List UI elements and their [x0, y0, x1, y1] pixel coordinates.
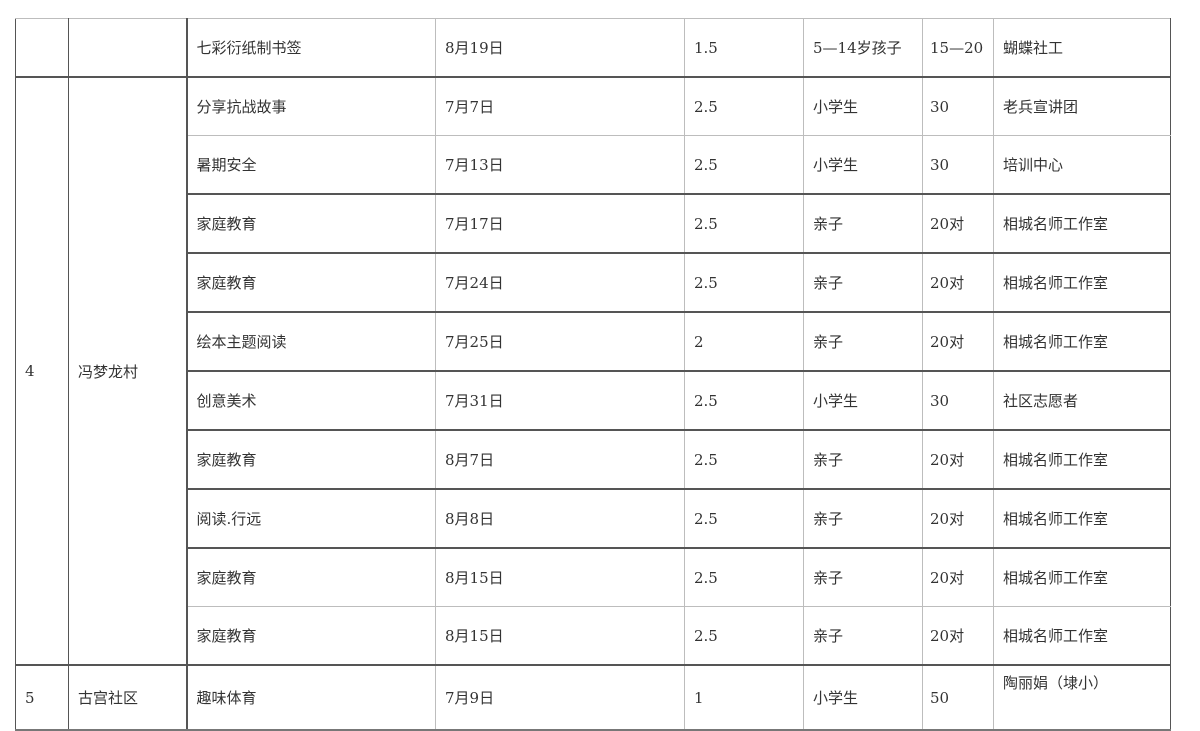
cell-audience: 亲子	[803, 429, 923, 490]
cell-activity: 家庭教育	[185, 429, 436, 490]
table-row: 七彩衍纸制书签 8月19日 1.5 5—14岁孩子 15—20 蝴蝶社工	[15, 18, 1171, 78]
cell-audience: 亲子	[803, 193, 923, 254]
cell-organizer: 相城名师工作室	[993, 193, 1171, 254]
cell-organizer: 蝴蝶社工	[993, 18, 1171, 78]
cell-activity: 七彩衍纸制书签	[185, 18, 436, 78]
cell-audience: 小学生	[803, 370, 923, 431]
cell-count: 20对	[922, 488, 994, 549]
table-row: 创意美术 7月31日 2.5 小学生 30 社区志愿者	[16, 370, 1171, 431]
cell-no	[15, 18, 69, 78]
cell-hours: 2.5	[684, 76, 804, 136]
cell-audience: 小学生	[803, 664, 923, 731]
cell-organizer: 相城名师工作室	[993, 311, 1171, 372]
cell-organizer: 相城名师工作室	[993, 252, 1171, 313]
cell-hours: 2.5	[684, 252, 804, 313]
cell-count: 20对	[922, 606, 994, 666]
cell-count: 50	[922, 664, 994, 731]
cell-organizer: 相城名师工作室	[993, 488, 1171, 549]
cell-date: 8月19日	[435, 18, 685, 78]
cell-place: 古宫社区	[68, 664, 187, 731]
cell-organizer: 相城名师工作室	[993, 429, 1171, 490]
cell-date: 8月8日	[435, 488, 685, 549]
cell-audience: 亲子	[803, 547, 923, 607]
table-row: 5 古宫社区 趣味体育 7月9日 1 小学生 50 陶丽娟（埭小）	[15, 664, 1171, 731]
cell-date: 8月7日	[435, 429, 685, 490]
cell-activity: 阅读.行远	[185, 488, 436, 549]
table-row: 家庭教育 8月7日 2.5 亲子 20对 相城名师工作室	[16, 429, 1171, 490]
cell-hours: 2.5	[684, 488, 804, 549]
cell-hours: 2	[684, 311, 804, 372]
table-row: 家庭教育 7月17日 2.5 亲子 20对 相城名师工作室	[16, 193, 1171, 254]
table-row: 暑期安全 7月13日 2.5 小学生 30 培训中心	[16, 135, 1171, 195]
cell-activity: 分享抗战故事	[185, 76, 436, 136]
cell-activity: 家庭教育	[185, 606, 436, 666]
cell-organizer: 老兵宣讲团	[993, 76, 1171, 136]
cell-date: 7月17日	[435, 193, 685, 254]
cell-date: 7月7日	[435, 76, 685, 136]
cell-date: 7月31日	[435, 370, 685, 431]
cell-activity: 创意美术	[185, 370, 436, 431]
table-row: 绘本主题阅读 7月25日 2 亲子 20对 相城名师工作室	[16, 311, 1171, 372]
cell-hours: 2.5	[684, 429, 804, 490]
cell-date: 7月24日	[435, 252, 685, 313]
table-row: 家庭教育 8月15日 2.5 亲子 20对 相城名师工作室	[16, 606, 1171, 666]
cell-no: 4	[15, 76, 69, 666]
cell-date: 8月15日	[435, 606, 685, 666]
cell-count: 15—20	[922, 18, 994, 78]
cell-hours: 2.5	[684, 193, 804, 254]
cell-hours: 2.5	[684, 135, 804, 195]
cell-count: 20对	[922, 429, 994, 490]
cell-organizer: 相城名师工作室	[993, 606, 1171, 666]
cell-hours: 2.5	[684, 547, 804, 607]
cell-hours: 1	[684, 664, 804, 731]
cell-organizer: 相城名师工作室	[993, 547, 1171, 607]
cell-organizer: 社区志愿者	[993, 370, 1171, 431]
cell-organizer: 陶丽娟（埭小）	[993, 664, 1171, 731]
cell-hours: 1.5	[684, 18, 804, 78]
activity-table: 七彩衍纸制书签 8月19日 1.5 5—14岁孩子 15—20 蝴蝶社工 4 冯梦龙村 分享抗战…	[15, 18, 1171, 731]
cell-audience: 亲子	[803, 252, 923, 313]
cell-date: 7月13日	[435, 135, 685, 195]
cell-count: 20对	[922, 193, 994, 254]
table-row: 家庭教育 8月15日 2.5 亲子 20对 相城名师工作室	[16, 547, 1171, 607]
cell-date: 7月25日	[435, 311, 685, 372]
cell-count: 30	[922, 76, 994, 136]
cell-date: 8月15日	[435, 547, 685, 607]
cell-place	[68, 18, 187, 78]
table-row: 4 冯梦龙村 分享抗战故事 7月7日 2.5 小学生 30 老兵宣讲团	[15, 76, 1171, 666]
table-row: 阅读.行远 8月8日 2.5 亲子 20对 相城名师工作室	[16, 488, 1171, 549]
cell-activity: 家庭教育	[185, 252, 436, 313]
cell-activity: 趣味体育	[185, 664, 436, 731]
cell-hours: 2.5	[684, 370, 804, 431]
cell-activity: 暑期安全	[185, 135, 436, 195]
cell-activity: 绘本主题阅读	[185, 311, 436, 372]
cell-count: 20对	[922, 311, 994, 372]
cell-activity: 家庭教育	[185, 547, 436, 607]
cell-date: 7月9日	[435, 664, 685, 731]
cell-audience: 5—14岁孩子	[803, 18, 923, 78]
cell-count: 20对	[922, 252, 994, 313]
cell-organizer: 培训中心	[993, 135, 1171, 195]
cell-audience: 小学生	[803, 76, 923, 136]
cell-audience: 小学生	[803, 135, 923, 195]
cell-place: 冯梦龙村	[68, 76, 187, 666]
cell-activity: 家庭教育	[185, 193, 436, 254]
cell-audience: 亲子	[803, 311, 923, 372]
cell-audience: 亲子	[803, 488, 923, 549]
cell-hours: 2.5	[684, 606, 804, 666]
cell-count: 20对	[922, 547, 994, 607]
cell-no: 5	[15, 664, 69, 731]
cell-count: 30	[922, 370, 994, 431]
cell-count: 30	[922, 135, 994, 195]
cell-audience: 亲子	[803, 606, 923, 666]
table-row: 家庭教育 7月24日 2.5 亲子 20对 相城名师工作室	[16, 252, 1171, 313]
